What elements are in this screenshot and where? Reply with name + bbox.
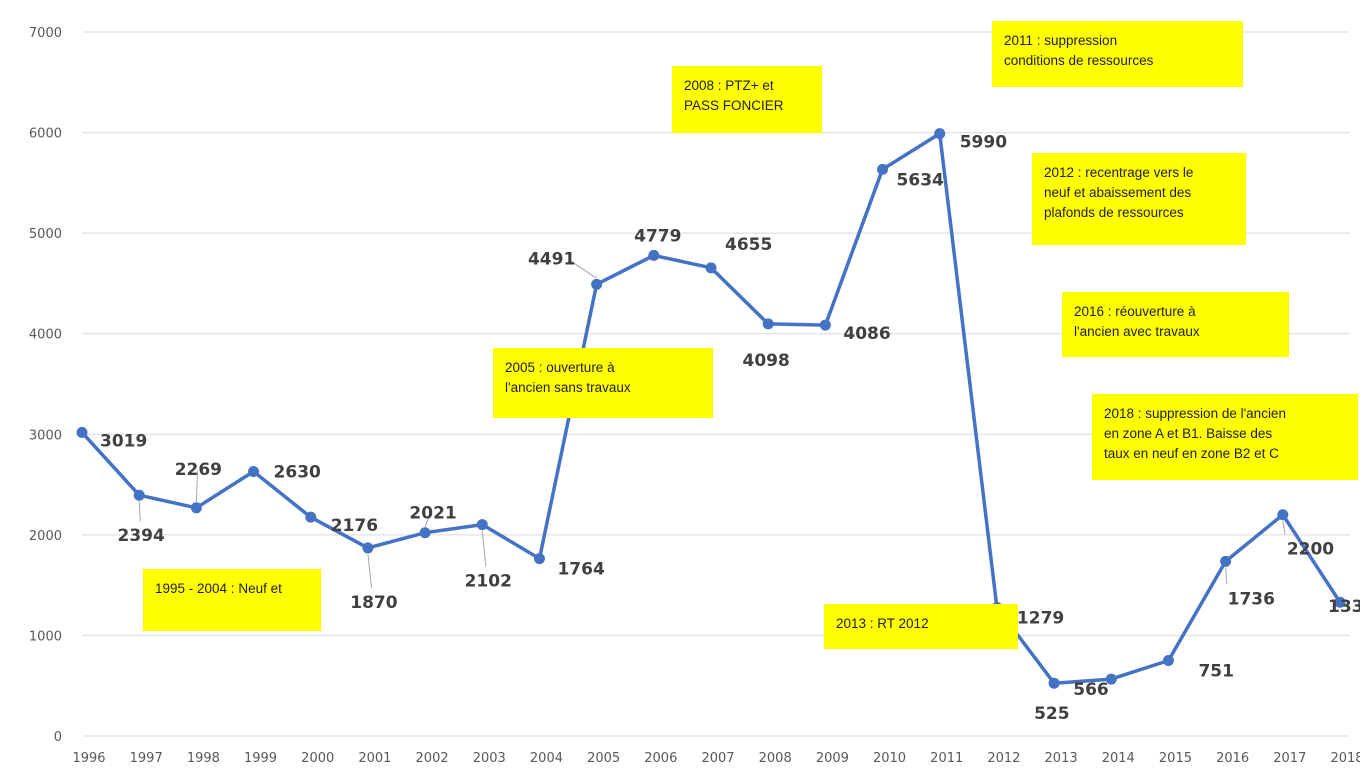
annotation-2011: 2011 : suppression conditions de ressour… <box>992 21 1243 87</box>
data-label-2004: 1764 <box>557 560 604 580</box>
data-label-1996: 3019 <box>100 431 147 451</box>
data-label-2002: 2021 <box>409 504 456 524</box>
data-point-2007 <box>705 262 717 274</box>
leader-line-2016 <box>1225 567 1228 585</box>
x-tick-label-2011: 2011 <box>930 751 963 766</box>
leader-line-2001 <box>367 553 373 588</box>
annotation-2005: 2005 : ouverture à l'ancien sans travaux <box>493 348 713 418</box>
x-tick-label-1998: 1998 <box>187 751 220 766</box>
data-point-2000 <box>305 511 317 523</box>
leader-line-2017 <box>1282 520 1286 535</box>
x-tick-label-2017: 2017 <box>1273 751 1306 766</box>
annotation-1995-2004: 1995 - 2004 : Neuf et <box>143 569 321 631</box>
data-point-2015 <box>1162 654 1174 666</box>
label-leader-lines <box>138 259 1286 588</box>
x-tick-label-1999: 1999 <box>244 751 277 766</box>
data-label-2018: 1330 <box>1328 597 1360 617</box>
x-tick-label-2005: 2005 <box>587 751 620 766</box>
annotation-2008: 2008 : PTZ+ et PASS FONCIER <box>672 66 822 133</box>
data-label-2011: 5990 <box>960 133 1007 153</box>
data-label-2007: 4655 <box>725 235 772 255</box>
gridlines <box>82 31 1350 737</box>
annotation-2016: 2016 : réouverture à l'ancien avec trava… <box>1062 292 1289 357</box>
data-point-2011 <box>934 128 946 140</box>
x-tick-label-2009: 2009 <box>816 751 849 766</box>
annotation-2018: 2018 : suppression de l'ancien en zone A… <box>1092 394 1358 480</box>
x-axis: 1996 1997 1998 1999 2000 2001 2002 2003 2004 2005… <box>72 751 1360 766</box>
data-point-2002 <box>419 527 431 539</box>
data-point-2014 <box>1105 673 1117 685</box>
x-tick-label-2003: 2003 <box>473 751 506 766</box>
y-tick-label-3000: 3000 <box>29 428 62 443</box>
y-tick-label-7000: 7000 <box>29 26 62 41</box>
leader-line-2005 <box>569 259 597 279</box>
y-axis: 0 1000 2000 3000 4000 5000 6000 7000 <box>29 26 62 745</box>
data-labels: 3019 2394 2269 2630 2176 1870 2021 2102 1764 4491… <box>100 133 1360 725</box>
data-point-1996 <box>76 426 88 438</box>
data-label-1997: 2394 <box>118 526 165 546</box>
data-label-2013: 525 <box>1034 704 1070 724</box>
data-point-2004 <box>533 553 545 565</box>
data-point-2013 <box>1048 677 1060 689</box>
data-point-1998 <box>190 502 202 514</box>
data-point-2017 <box>1277 509 1289 521</box>
data-point-1999 <box>248 465 260 477</box>
data-point-2005 <box>591 278 603 290</box>
data-label-2005: 4491 <box>528 249 575 269</box>
x-tick-label-2001: 2001 <box>358 751 391 766</box>
data-point-2016 <box>1220 555 1232 567</box>
data-label-2016: 1736 <box>1228 589 1275 609</box>
x-tick-label-2015: 2015 <box>1159 751 1192 766</box>
data-label-2001: 1870 <box>350 593 397 613</box>
data-label-1998: 2269 <box>175 460 222 480</box>
x-tick-label-2016: 2016 <box>1216 751 1249 766</box>
data-label-2017: 2200 <box>1287 540 1334 560</box>
x-tick-label-2008: 2008 <box>759 751 792 766</box>
x-tick-label-2002: 2002 <box>416 751 449 766</box>
x-tick-label-2000: 2000 <box>301 751 334 766</box>
x-tick-label-1997: 1997 <box>130 751 163 766</box>
data-point-2018 <box>1334 596 1346 608</box>
x-tick-label-2006: 2006 <box>644 751 677 766</box>
y-tick-label-1000: 1000 <box>29 629 62 644</box>
annotation-2013: 2013 : RT 2012 <box>824 604 1018 649</box>
x-tick-label-2010: 2010 <box>873 751 906 766</box>
y-tick-label-5000: 5000 <box>29 227 62 242</box>
data-label-2008: 4098 <box>743 351 790 371</box>
data-label-2000: 2176 <box>331 516 378 536</box>
data-point-2006 <box>648 249 660 261</box>
y-tick-label-2000: 2000 <box>29 529 62 544</box>
leader-line-2002 <box>424 514 431 527</box>
data-point-2001 <box>362 542 374 554</box>
y-tick-label-6000: 6000 <box>29 127 62 142</box>
data-point-2010 <box>877 163 889 175</box>
leader-line-1998 <box>195 470 199 502</box>
x-tick-label-1996: 1996 <box>72 751 105 766</box>
leader-line-2003 <box>481 530 487 567</box>
leader-line-1997 <box>138 501 141 522</box>
x-tick-label-2012: 2012 <box>987 751 1020 766</box>
x-tick-label-2004: 2004 <box>530 751 563 766</box>
data-label-2014: 566 <box>1073 680 1109 700</box>
data-label-1999: 2630 <box>274 462 321 482</box>
data-point-2008 <box>762 318 774 330</box>
data-point-2009 <box>819 319 831 331</box>
y-tick-label-0: 0 <box>54 730 62 745</box>
data-point-2003 <box>476 519 488 531</box>
x-tick-label-2018: 2018 <box>1330 751 1360 766</box>
data-label-2009: 4086 <box>843 324 890 344</box>
data-point-1997 <box>133 489 145 501</box>
x-tick-label-2007: 2007 <box>701 751 734 766</box>
x-tick-label-2014: 2014 <box>1102 751 1135 766</box>
data-label-2015: 751 <box>1198 661 1234 681</box>
annotation-2012: 2012 : recentrage vers le neuf et abaiss… <box>1032 153 1246 245</box>
data-label-2006: 4779 <box>634 226 681 246</box>
data-label-2010: 5634 <box>897 170 944 190</box>
x-tick-label-2013: 2013 <box>1045 751 1078 766</box>
y-tick-label-4000: 4000 <box>29 328 62 343</box>
data-label-2012: 1279 <box>1017 608 1064 628</box>
data-label-2003: 2102 <box>465 572 512 592</box>
